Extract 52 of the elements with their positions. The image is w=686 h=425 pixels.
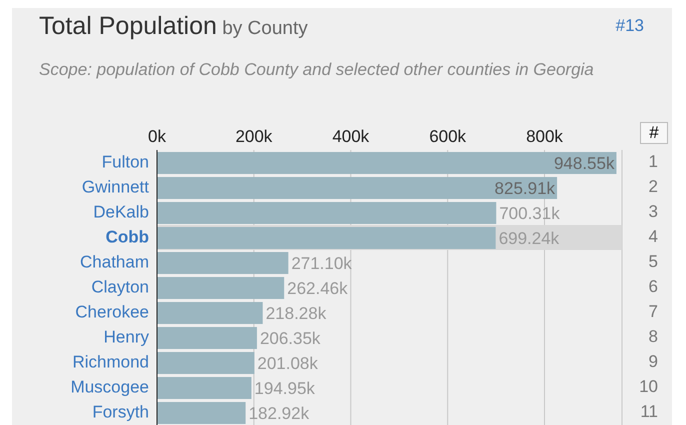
text: 5 (648, 252, 658, 272)
x-tick-label: 0k (148, 127, 166, 146)
y-tick-label: Chatham (80, 252, 149, 272)
data-label: 262.46k (287, 279, 348, 298)
text: Scope: population of Cobb County and selected other counties in Georgia (38, 59, 595, 81)
data-label: 194.95k (254, 379, 316, 398)
data-label: 825.91k (494, 179, 556, 198)
data-label: 206.35k (260, 329, 321, 348)
x-tick-label: 400k (332, 127, 370, 146)
chart-subtitle: by County (221, 18, 308, 39)
y-tick-label: Clayton (91, 278, 149, 296)
data-label: 201.08k (257, 354, 318, 373)
y-tick-label: Forsyth (92, 402, 149, 422)
bar (157, 152, 616, 174)
text: 11 (640, 402, 658, 422)
text: # (640, 122, 668, 144)
y-tick-label: Muscogee (70, 378, 149, 396)
text: 9 (648, 352, 658, 372)
x-tick-label: 200k (235, 127, 273, 146)
data-label: 699.24k (498, 229, 560, 248)
y-tick-label: Cobb (106, 228, 149, 246)
data-label: 700.31k (499, 204, 560, 223)
y-tick-label: Fulton (102, 152, 149, 172)
text: 7 (648, 302, 658, 322)
y-tick-label: Gwinnett (82, 178, 150, 196)
text: 6 (648, 276, 658, 296)
text: 1 (648, 152, 658, 172)
y-tick-label: DeKalb (93, 202, 149, 222)
x-tick-label: 800k (526, 127, 564, 146)
bar (157, 302, 263, 324)
bar (157, 377, 252, 399)
chart-title: Total Population (39, 12, 217, 40)
data-label: 218.28k (266, 304, 327, 323)
text: 8 (648, 326, 658, 346)
text: #13 (616, 16, 644, 36)
text: 2 (648, 176, 658, 196)
text: 4 (648, 226, 658, 246)
data-label: 182.92k (248, 404, 310, 423)
data-label: 271.10k (291, 254, 352, 273)
bar (157, 177, 558, 199)
bar (157, 277, 284, 299)
text: 10 (639, 376, 658, 396)
y-tick-label: Richmond (72, 352, 149, 372)
bar (157, 402, 246, 424)
bar (157, 352, 254, 374)
bar (157, 252, 288, 274)
y-tick-label: Henry (104, 328, 150, 346)
x-tick-label: 600k (429, 127, 467, 146)
y-tick-label: Cherokee (75, 302, 149, 322)
bar (157, 327, 257, 349)
data-label: 948.55k (554, 154, 615, 173)
text: 3 (648, 202, 658, 222)
